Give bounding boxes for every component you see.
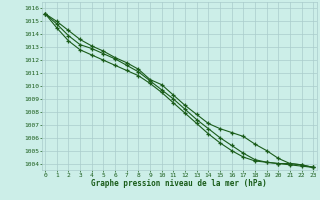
X-axis label: Graphe pression niveau de la mer (hPa): Graphe pression niveau de la mer (hPa) bbox=[91, 179, 267, 188]
